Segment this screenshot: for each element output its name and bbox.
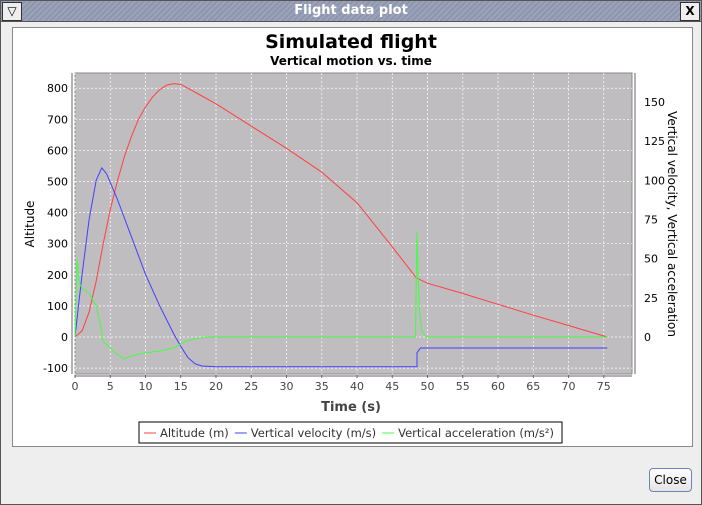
left-tick-label: 100 [47,300,68,313]
triangle-down-icon[interactable]: ▽ [2,2,22,21]
left-tick-label: 600 [47,144,68,157]
right-tick-label: 50 [644,253,658,266]
right-tick-label: 100 [644,174,665,187]
x-tick-label: 50 [421,380,435,393]
right-axis-label: Vertical velocity, Vertical acceleration [665,111,679,337]
x-tick-label: 20 [209,380,223,393]
x-tick-label: 30 [280,380,294,393]
left-axis-label: Altitude [23,201,37,248]
x-tick-label: 15 [174,380,188,393]
window-title: Flight data plot [294,3,408,18]
x-tick-label: 10 [139,380,153,393]
x-tick-label: 40 [350,380,364,393]
left-tick-label: 0 [61,331,68,344]
series-line-vertical-acc [74,231,608,360]
chart-title: Simulated flight [265,31,437,53]
series-line-altitude [74,83,608,338]
left-tick-label: -100 [43,362,68,375]
legend-label: Vertical acceleration (m/s²) [398,426,554,440]
x-tick-label: 0 [72,380,79,393]
left-tick-label: 200 [47,269,68,282]
series-line-vertical [74,166,608,368]
x-tick-label: 5 [107,380,114,393]
x-tick-label: 75 [597,380,611,393]
plot-area [74,72,633,375]
close-button[interactable]: Close [649,468,692,492]
x-tick-label: 45 [385,380,399,393]
right-tick-label: 75 [644,214,658,227]
title-bar[interactable]: ▽ Flight data plot X [1,1,701,22]
left-tick-label: 500 [47,176,68,189]
legend [138,421,563,444]
legend-label: Vertical velocity (m/s) [251,426,376,440]
x-tick-label: 65 [526,380,540,393]
x-tick-label: 55 [456,380,470,393]
right-tick-label: 125 [644,135,665,148]
right-tick-label: 0 [644,331,651,344]
x-icon[interactable]: X [680,2,700,21]
x-tick-label: 70 [562,380,576,393]
x-axis-label: Time (s) [321,400,381,415]
legend-label: Altitude (m) [160,426,229,440]
chart-subtitle: Vertical motion vs. time [270,54,432,68]
right-tick-label: 25 [644,292,658,305]
x-tick-label: 25 [244,380,258,393]
left-tick-label: 700 [47,113,68,126]
left-tick-label: 800 [47,82,68,95]
x-tick-label: 35 [315,380,329,393]
x-tick-label: 60 [491,380,505,393]
right-tick-label: 150 [644,96,665,109]
left-tick-label: 400 [47,207,68,220]
left-tick-label: 300 [47,238,68,251]
